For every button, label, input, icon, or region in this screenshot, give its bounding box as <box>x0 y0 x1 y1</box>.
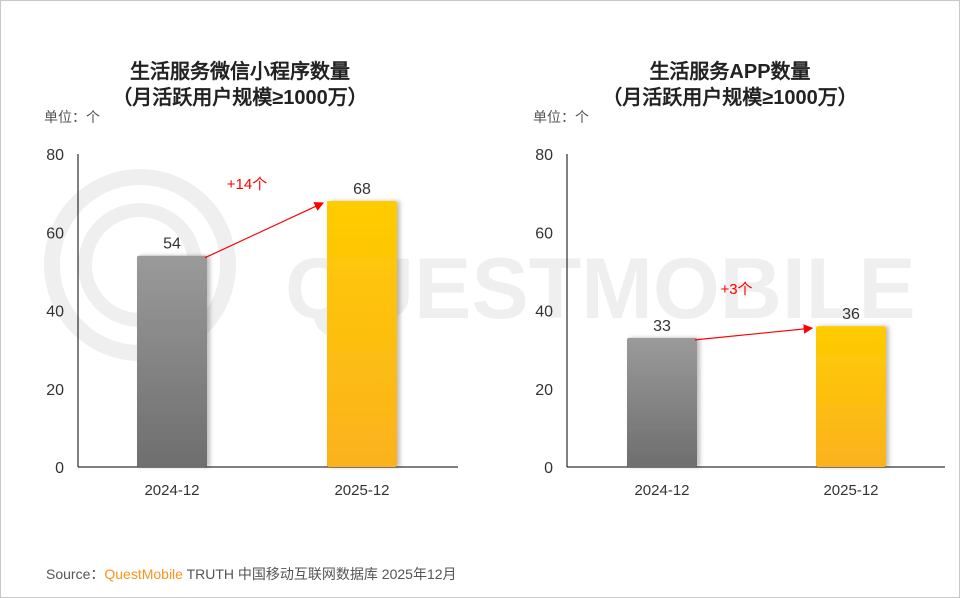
y-tick-label: 20 <box>535 382 553 399</box>
y-tick-label: 60 <box>46 225 64 242</box>
y-tick-label: 60 <box>535 225 553 242</box>
bar-2025-12 <box>327 200 397 467</box>
data-label: 54 <box>163 236 181 253</box>
bar-2025-12 <box>816 326 886 467</box>
x-tick-label: 2025-12 <box>823 482 878 499</box>
source-brand: QuestMobile <box>104 566 183 582</box>
data-label: 36 <box>842 306 860 323</box>
y-tick-label: 20 <box>46 382 64 399</box>
source-prefix: Source： <box>46 566 105 582</box>
y-tick-label: 0 <box>55 460 64 477</box>
y-tick-label: 80 <box>535 147 553 164</box>
chart-subtitle: （月活跃用户规模≥1000万） <box>602 85 857 109</box>
y-tick-label: 80 <box>46 147 64 164</box>
change-annotation: +3个 <box>720 281 752 298</box>
change-arrow <box>694 324 814 341</box>
chart-subtitle: （月活跃用户规模≥1000万） <box>112 85 367 109</box>
unit-label: 单位：个 <box>533 109 589 125</box>
source-note: Source：QuestMobile TRUTH 中国移动互联网数据库 2025… <box>46 564 457 584</box>
unit-label: 单位：个 <box>44 109 100 125</box>
chart-title: 生活服务微信小程序数量 <box>130 59 350 83</box>
x-tick-label: 2024-12 <box>144 482 199 499</box>
y-tick-label: 40 <box>46 304 64 321</box>
source-text: TRUTH 中国移动互联网数据库 2025年12月 <box>182 566 457 582</box>
bar-2024-12 <box>627 337 697 467</box>
data-label: 33 <box>653 318 671 335</box>
y-tick-label: 40 <box>535 304 553 321</box>
x-tick-label: 2024-12 <box>634 482 689 499</box>
change-annotation: +14个 <box>227 176 267 193</box>
chart-title: 生活服务APP数量 <box>649 59 810 83</box>
bar-2024-12 <box>137 255 207 467</box>
y-tick-label: 0 <box>544 460 553 477</box>
change-arrow <box>204 202 325 259</box>
x-tick-label: 2025-12 <box>334 482 389 499</box>
data-label: 68 <box>353 181 371 198</box>
